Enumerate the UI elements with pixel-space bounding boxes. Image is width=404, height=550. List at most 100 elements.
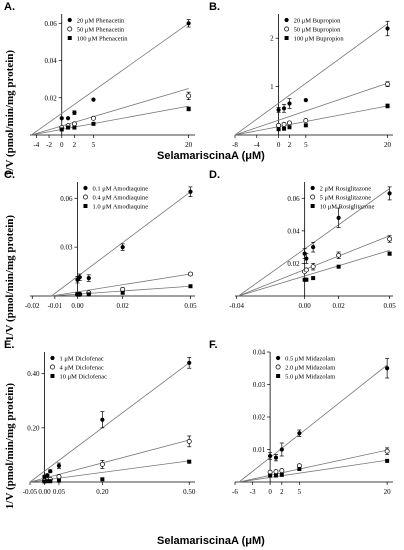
legend-label: 0.4 μM Amodiaquine <box>92 195 148 202</box>
y-tick-label: 0.02 <box>44 94 57 102</box>
data-point <box>387 191 392 196</box>
x-tick-label: 2 <box>280 488 284 496</box>
data-point <box>281 121 287 127</box>
y-tick-label: 0.06 <box>60 195 73 203</box>
data-point <box>188 284 193 289</box>
data-point <box>297 431 302 436</box>
legend-label: 1 μM Diclofenac <box>59 356 103 363</box>
data-point <box>387 236 393 242</box>
x-tick-label: 0.00 <box>71 302 84 310</box>
legend-marker <box>284 36 289 40</box>
x-tick-label: 0.05 <box>53 488 66 496</box>
legend-label: 20 μM Phenacetin <box>77 18 125 25</box>
data-point <box>273 469 279 475</box>
panel-label: E. <box>4 339 14 351</box>
data-point <box>304 256 309 261</box>
x-axis-label: SelamariscinaA (μM) <box>157 150 265 162</box>
data-point <box>77 292 82 297</box>
data-point <box>86 275 91 281</box>
y-tick-label: 0.02 <box>287 260 300 268</box>
data-point <box>268 453 273 459</box>
data-point <box>120 290 125 295</box>
data-point <box>336 264 341 269</box>
data-point <box>187 360 192 365</box>
data-point <box>281 106 287 111</box>
x-tick-label: 0.02 <box>117 302 130 310</box>
data-point <box>42 479 47 484</box>
data-point <box>75 292 80 297</box>
legend-marker <box>83 185 88 191</box>
legend-marker <box>310 204 315 208</box>
data-point <box>310 264 316 270</box>
legend-marker <box>276 355 281 361</box>
data-point <box>303 98 308 103</box>
data-point <box>311 276 316 281</box>
data-point <box>186 438 192 444</box>
x-tick-label: -3 <box>250 488 256 496</box>
fit-line <box>31 105 189 136</box>
y-tick-label: 0.06 <box>44 20 57 28</box>
x-tick-label: -2 <box>46 141 52 149</box>
data-point <box>279 447 284 452</box>
data-point <box>297 467 302 471</box>
legend-marker <box>50 374 55 378</box>
legend-marker <box>276 374 281 378</box>
data-point <box>282 126 287 131</box>
fit-line <box>238 364 388 483</box>
fit-line <box>29 460 190 483</box>
legend-label: 2 μM Rosiglitazone <box>320 186 372 193</box>
fit-line <box>234 105 388 136</box>
x-tick-label: -6 <box>232 488 238 496</box>
x-tick-label: -0.01 <box>48 302 63 310</box>
fit-line <box>51 273 191 297</box>
x-tick-label: -4 <box>33 141 39 149</box>
data-point <box>99 461 105 467</box>
data-point <box>276 127 281 132</box>
data-point <box>45 473 50 478</box>
data-point <box>276 122 282 128</box>
x-tick-label: 0.20 <box>96 488 109 496</box>
data-point <box>287 125 292 130</box>
panel-label: F. <box>209 339 218 351</box>
y-tick-label: 1 <box>270 83 274 91</box>
legend-marker <box>83 204 88 208</box>
x-tick-label: 5 <box>298 488 302 496</box>
legend-marker <box>284 17 289 23</box>
data-point <box>287 101 292 106</box>
x-tick-label: 0 <box>277 141 281 149</box>
data-point <box>385 458 390 463</box>
y-tick-label: 0.01 <box>253 446 266 454</box>
x-tick-label: 2 <box>288 141 292 149</box>
data-point <box>71 121 77 127</box>
data-point <box>91 97 96 102</box>
data-point <box>77 275 82 280</box>
data-point <box>385 366 390 371</box>
legend-label: 10 μM Diclofenac <box>59 374 107 381</box>
chart-panel-d: D. -0.04 0.00 0.02 0.05 0.02 0.04 0.06 2 μM Rosi… <box>209 169 396 310</box>
data-point <box>385 26 390 31</box>
panel-label: D. <box>209 169 220 181</box>
x-axis-label: SelamariscinaA (μM) <box>157 535 265 547</box>
data-point <box>100 417 105 422</box>
data-point <box>385 103 390 108</box>
fit-line <box>239 449 388 483</box>
data-point <box>120 245 125 250</box>
data-point <box>336 252 342 258</box>
x-tick-label: 0.05 <box>383 302 396 310</box>
legend-marker <box>310 185 315 191</box>
data-point <box>187 459 192 464</box>
data-point <box>56 463 62 468</box>
x-tick-label: 2 <box>73 141 77 149</box>
data-point <box>72 110 77 115</box>
x-tick-label: 0.50 <box>183 488 196 496</box>
legend-label: 10 μM Rosiglitazone <box>320 204 375 211</box>
legend-marker <box>67 36 72 40</box>
fit-line <box>234 23 388 136</box>
legend-label: 100 μM Bupropion <box>294 36 345 43</box>
data-point <box>91 115 96 121</box>
y-tick-label: 0.04 <box>287 227 300 235</box>
data-point <box>304 277 309 282</box>
y-tick-label: 0.20 <box>27 424 40 432</box>
data-point <box>48 479 53 484</box>
